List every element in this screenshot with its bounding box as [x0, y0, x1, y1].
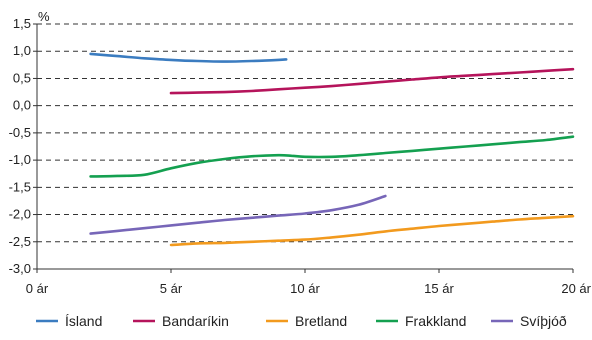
series-line-bandari-kin [169, 67, 575, 95]
x-tick-label: 0 ár [26, 281, 49, 296]
x-tick-label: 10 ár [290, 281, 320, 296]
y-unit-label: % [38, 9, 50, 24]
legend: Ísland Bandaríkin Bretland Frakkland Svíþjóð [36, 313, 567, 329]
series-line-i-sland [89, 52, 288, 63]
x-tick-labels: 0 ár 5 ár 10 ár 15 ár 20 ár [26, 281, 592, 296]
legend-label: Ísland [65, 313, 102, 329]
y-tick-label: 1,0 [13, 43, 31, 58]
y-tick-label: -1,5 [9, 179, 31, 194]
y-tick-label: 0,5 [13, 70, 31, 85]
legend-label: Bretland [295, 313, 347, 329]
series-line-bretland [169, 214, 575, 247]
legend-label: Frakkland [405, 313, 466, 329]
y-tick-label: -3,0 [9, 261, 31, 276]
y-tick-label: -0,5 [9, 125, 31, 140]
legend-label: Svíþjóð [520, 313, 567, 329]
x-tick-label: 5 ár [160, 281, 183, 296]
y-tick-labels: 1,5 1,0 0,5 0,0 -0,5 -1,0 -1,5 -2,0 -2,5 -3,0 [9, 16, 31, 276]
axes [33, 23, 574, 273]
x-tick-label: 15 ár [424, 281, 454, 296]
series-line-frakkland [89, 135, 575, 178]
y-tick-label: 1,5 [13, 16, 31, 31]
x-tick-label: 20 ár [561, 281, 591, 296]
legend-label: Bandaríkin [162, 313, 229, 329]
series-lines [89, 52, 575, 247]
y-tick-label: -1,0 [9, 152, 31, 167]
series-line-svi-jo- [89, 194, 387, 235]
y-tick-label: 0,0 [13, 98, 31, 113]
y-tick-label: -2,5 [9, 234, 31, 249]
y-tick-label: -2,0 [9, 207, 31, 222]
